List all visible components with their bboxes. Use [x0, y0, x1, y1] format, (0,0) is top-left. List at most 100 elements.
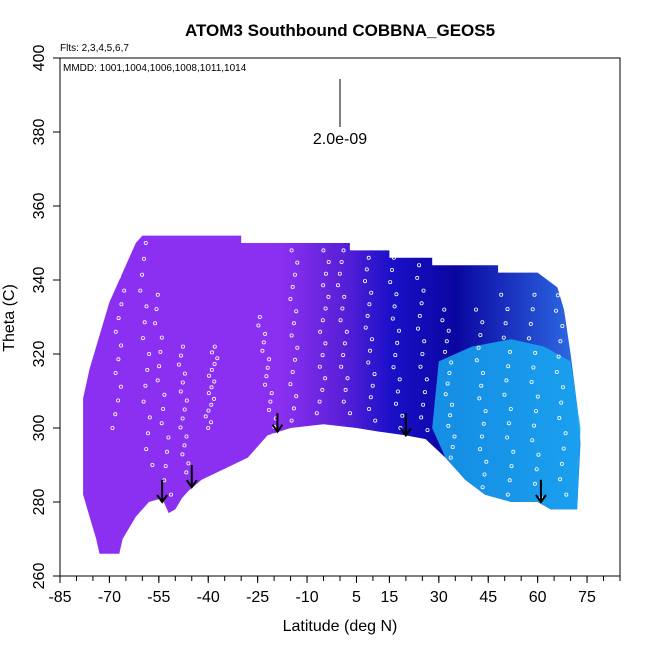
sample-marker: [209, 402, 214, 407]
sample-marker: [338, 318, 343, 323]
sample-marker: [424, 377, 429, 382]
sample-marker: [449, 402, 454, 407]
sample-marker: [323, 341, 328, 346]
sample-marker: [119, 302, 124, 307]
sample-marker: [155, 292, 160, 297]
sample-marker: [209, 385, 214, 390]
sample-marker: [442, 349, 447, 354]
sample-marker: [291, 406, 296, 411]
sample-marker: [180, 452, 185, 457]
sample-marker: [474, 358, 479, 363]
sample-marker: [452, 434, 457, 439]
sample-marker: [388, 280, 393, 285]
sample-marker: [144, 447, 149, 452]
y-axis-label: Theta (C): [1, 284, 18, 352]
sample-marker: [477, 396, 482, 401]
sample-marker: [400, 413, 405, 418]
arrow-head: [535, 494, 547, 504]
sample-marker: [506, 364, 511, 369]
sample-marker: [366, 406, 371, 411]
curtain-field: [83, 235, 581, 554]
sample-marker: [511, 449, 516, 454]
sample-marker: [164, 449, 169, 454]
x-tick-label: 15: [381, 589, 399, 606]
sample-marker: [140, 336, 145, 341]
sample-marker: [556, 354, 561, 359]
scale-label: 2.0e-09: [313, 131, 367, 148]
sample-marker: [158, 349, 163, 354]
sample-marker: [557, 415, 562, 420]
sample-marker: [206, 425, 211, 430]
sample-marker: [339, 364, 344, 369]
sample-marker: [168, 492, 173, 497]
sample-marker: [420, 351, 425, 356]
sample-marker: [261, 340, 266, 345]
sample-marker: [560, 323, 565, 328]
sample-marker: [558, 477, 563, 482]
y-tick-label: 360: [31, 193, 48, 220]
sample-marker: [178, 389, 183, 394]
sample-marker: [484, 459, 489, 464]
sample-marker: [564, 492, 569, 497]
sample-marker: [561, 446, 566, 451]
sample-marker: [504, 378, 509, 383]
sample-marker: [417, 263, 422, 268]
sample-marker: [391, 365, 396, 370]
sample-marker: [294, 309, 299, 314]
sample-marker: [145, 431, 150, 436]
sample-marker: [180, 380, 185, 385]
sample-marker: [422, 390, 427, 395]
sample-marker: [478, 447, 483, 452]
arrow-head: [156, 494, 168, 504]
sample-marker: [505, 307, 510, 312]
sample-marker: [294, 394, 299, 399]
sample-marker: [369, 337, 374, 342]
flights-label: Flts: 2,3,4,5,6,7: [60, 43, 129, 54]
sample-marker: [335, 283, 340, 288]
sample-marker: [418, 364, 423, 369]
sample-marker: [176, 362, 181, 367]
sample-marker: [527, 336, 532, 341]
x-tick-label: -70: [98, 589, 121, 606]
sample-marker: [370, 383, 375, 388]
sample-marker: [116, 398, 121, 403]
sample-marker: [143, 240, 148, 245]
sample-marker: [425, 428, 430, 433]
sample-marker: [264, 374, 269, 379]
chart-title: ATOM3 Southbound COBBNA_GEOS5: [185, 21, 495, 40]
sample-marker: [507, 349, 512, 354]
sample-marker: [166, 435, 171, 440]
sample-marker: [318, 329, 323, 334]
sample-marker: [147, 415, 152, 420]
sample-marker: [555, 293, 560, 298]
sample-marker: [292, 272, 297, 277]
sample-marker: [343, 387, 348, 392]
sample-marker: [395, 389, 400, 394]
sample-marker: [209, 367, 214, 372]
sample-marker: [369, 290, 374, 295]
x-tick-label: 45: [479, 589, 497, 606]
sample-marker: [215, 356, 220, 361]
sample-marker: [320, 318, 325, 323]
sample-marker: [184, 470, 189, 475]
sample-marker: [342, 294, 347, 299]
sample-marker: [396, 328, 401, 333]
dates-label: MMDD: 1001,1004,1006,1008,1011,1014: [63, 63, 247, 74]
sample-marker: [203, 414, 208, 419]
sample-marker: [532, 481, 537, 486]
sample-marker: [368, 395, 373, 400]
sample-marker: [442, 307, 447, 312]
sample-marker: [292, 357, 297, 362]
sample-marker: [393, 401, 398, 406]
sample-marker: [257, 314, 262, 319]
sample-marker: [532, 423, 537, 428]
sample-marker: [291, 321, 296, 326]
sample-marker: [536, 452, 541, 457]
sample-marker: [501, 335, 506, 340]
sample-marker: [509, 464, 514, 469]
x-axis-label: Latitude (deg N): [283, 618, 398, 635]
sample-marker: [561, 385, 566, 390]
sample-marker: [448, 413, 453, 418]
sample-marker: [394, 292, 399, 297]
sample-marker: [337, 271, 342, 276]
